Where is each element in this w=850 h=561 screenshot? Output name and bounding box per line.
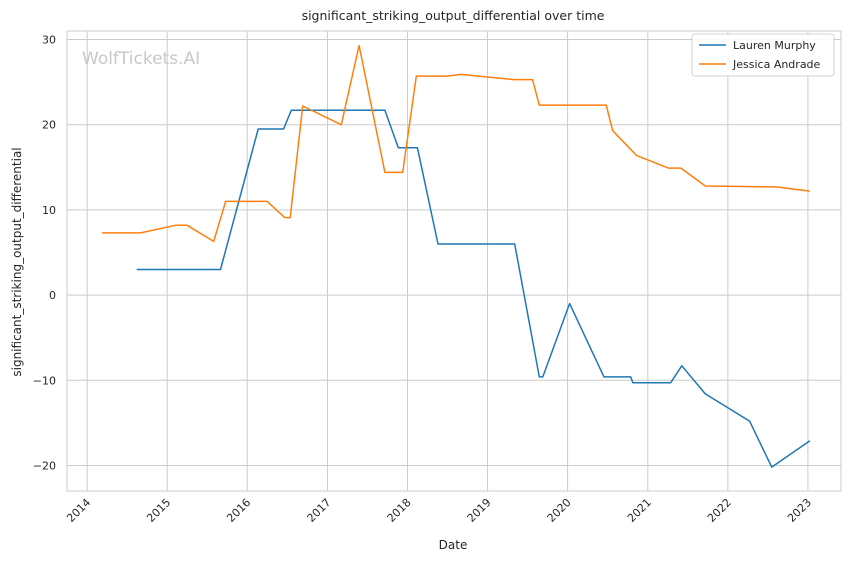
- legend: Lauren Murphy Jessica Andrade: [691, 33, 835, 77]
- plot-frame: [66, 30, 842, 492]
- y-tick-label: 30: [42, 34, 56, 47]
- watermark-text: WolfTickets.AI: [82, 49, 200, 69]
- legend-box: [691, 33, 835, 77]
- legend-label-jessica-andrade: Jessica Andrade: [732, 58, 821, 71]
- chart-title: significant_striking_output_differential…: [302, 8, 605, 23]
- y-tick-label: −20: [33, 459, 56, 472]
- y-tick-label: 10: [42, 204, 56, 217]
- y-tick-label: 20: [42, 119, 56, 132]
- y-axis-title: significant_striking_output_differential: [10, 147, 24, 376]
- y-tick-label: 0: [49, 289, 56, 302]
- x-axis-title: Date: [439, 538, 468, 552]
- series-line-jessica-andrade: [102, 44, 810, 243]
- legend-label-lauren-murphy: Lauren Murphy: [733, 39, 816, 52]
- series-line-lauren-murphy: [136, 109, 811, 468]
- y-tick-label: −10: [33, 374, 56, 387]
